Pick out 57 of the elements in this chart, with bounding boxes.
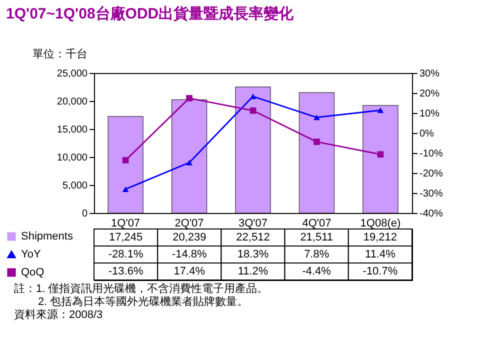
data-label: 17,245 [108, 232, 143, 244]
y-tick-label: 20,000 [56, 96, 88, 108]
data-label: 17.4% [174, 266, 206, 278]
legend-label: Shipments [21, 230, 74, 242]
bar [108, 116, 144, 214]
x-tick-label: 2Q'07 [174, 218, 204, 230]
data-label: -14.8% [172, 248, 208, 260]
legend-label: YoY [21, 248, 42, 260]
data-label: 20,239 [172, 232, 206, 244]
y2-tick-label: 0% [420, 128, 434, 140]
y2-tick-label: 10% [420, 108, 440, 120]
data-label: 19,212 [363, 232, 398, 244]
point [377, 151, 384, 158]
data-label: 18.3% [237, 248, 269, 260]
data-label: -10.7% [362, 266, 398, 278]
y2-tick-label: 30% [420, 68, 440, 80]
x-tick-label: 1Q08(e) [360, 218, 401, 230]
point [122, 157, 129, 164]
data-label: -13.6% [108, 266, 144, 278]
point [250, 94, 256, 100]
y2-tick-label: -40% [420, 208, 443, 220]
point [250, 107, 256, 114]
data-label: 7.8% [304, 248, 330, 260]
y-tick-label: 0 [82, 208, 88, 220]
x-tick-label: 3Q'07 [238, 218, 268, 230]
data-label: -4.4% [302, 266, 332, 278]
x-tick-label: 4Q'07 [302, 218, 332, 230]
point [122, 186, 129, 192]
y-tick-label: 15,000 [56, 124, 88, 136]
data-label: 11.2% [238, 266, 268, 278]
source-note: 資料來源：2008/3 [14, 309, 104, 322]
y2-tick-label: 20% [420, 88, 440, 100]
chart-title: 1Q'07~1Q'08台廠ODD出貨量暨成長率變化 [6, 4, 295, 22]
bar [235, 86, 271, 214]
point [314, 138, 320, 145]
x-tick-label: 1Q'07 [111, 218, 140, 230]
bar [298, 92, 335, 214]
text: 註：1. 僅指資訊用光碟機，不含消費性電子用產品。 [14, 283, 270, 296]
point [377, 107, 384, 113]
data-label: -28.1% [108, 248, 144, 260]
y2-tick-label: -20% [420, 168, 443, 180]
text: 2. 包括為日本等國外光碟機業者貼牌數量。 [37, 296, 250, 309]
data-label: 11.4% [365, 248, 396, 260]
y-tick-label: 25,000 [56, 68, 88, 80]
bar [362, 105, 398, 214]
point [186, 95, 192, 102]
y-axis-title: 單位：千台 [32, 48, 88, 60]
y-tick-label: 5,000 [62, 180, 88, 192]
y-tick-label: 10,000 [56, 152, 88, 164]
point [186, 160, 192, 166]
y2-tick-label: -30% [420, 188, 443, 200]
bar [171, 99, 208, 214]
data-label: 21,511 [300, 232, 334, 244]
point [314, 114, 320, 120]
y2-tick-label: -10% [420, 148, 443, 160]
legend-label: QoQ [21, 266, 45, 278]
data-label: 22,512 [236, 232, 270, 244]
